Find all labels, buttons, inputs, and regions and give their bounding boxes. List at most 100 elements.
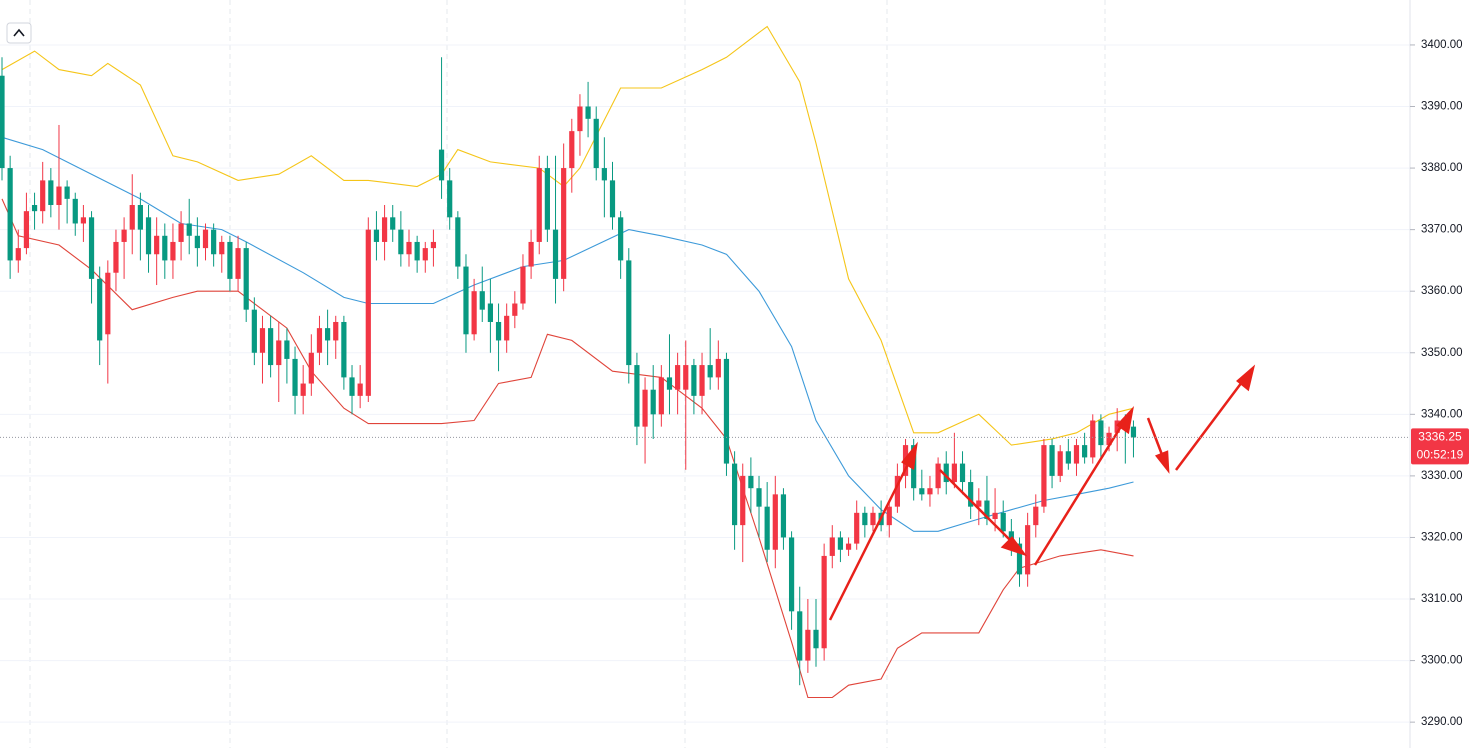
candle-body — [788, 537, 795, 612]
candle-body — [1049, 445, 1055, 476]
candle-body — [64, 186, 70, 199]
candle-body — [447, 180, 453, 218]
candle-body — [56, 186, 62, 206]
candle-body — [740, 475, 746, 526]
candle-body — [284, 340, 290, 359]
candle-body — [341, 321, 347, 378]
candle-body — [48, 180, 54, 206]
candle-body — [683, 365, 689, 390]
candle-body — [170, 241, 176, 261]
candle-body — [137, 205, 143, 230]
candle-body — [1000, 512, 1006, 532]
candle-body — [357, 383, 363, 396]
candle-body — [333, 321, 339, 341]
arrow-head — [1154, 450, 1170, 474]
candle-body — [40, 180, 46, 212]
candle-body — [984, 500, 990, 519]
candle-body — [495, 321, 502, 341]
candle-body — [381, 217, 388, 242]
chevron-icon — [13, 28, 25, 37]
candle-body — [919, 488, 925, 495]
candle-body — [97, 278, 103, 341]
band-line — [1, 198, 1134, 699]
candle-body — [7, 168, 13, 261]
candle-body — [121, 229, 127, 242]
candle-body — [276, 340, 282, 366]
arrow — [1033, 419, 1127, 566]
arrow-head — [1000, 536, 1028, 557]
y-tick-label: 3300.00 — [1421, 655, 1463, 667]
candle-body — [552, 229, 559, 279]
candle-body — [634, 365, 640, 427]
candle-body — [1041, 445, 1047, 507]
candle-body — [438, 149, 445, 181]
collapse-button[interactable] — [6, 22, 32, 44]
candle-body — [650, 389, 656, 415]
candle-body — [251, 309, 257, 353]
candle-body — [854, 512, 860, 544]
candle-body — [536, 168, 542, 242]
candle-body — [325, 328, 331, 341]
candle-body — [113, 241, 119, 273]
candle-body — [951, 463, 957, 483]
candle-body — [748, 475, 754, 489]
candle-body — [162, 235, 168, 261]
y-tick-label: 3310.00 — [1421, 593, 1463, 605]
y-tick-label: 3360.00 — [1421, 285, 1463, 297]
annotations — [828, 364, 1256, 621]
candle-body — [154, 235, 160, 255]
candle-body — [414, 241, 420, 261]
y-tick-label: 3290.00 — [1421, 716, 1463, 728]
candle-body — [487, 303, 493, 322]
candle-body — [837, 537, 844, 550]
candle-body — [1106, 432, 1112, 446]
candle-body — [504, 315, 510, 341]
candle-body — [561, 168, 567, 279]
candle-body — [365, 229, 371, 396]
candle-body — [715, 358, 721, 378]
y-tick-label: 3370.00 — [1421, 224, 1463, 236]
arrow-head — [901, 441, 918, 471]
candle-body — [992, 512, 998, 519]
price-label-box — [1411, 428, 1469, 465]
candle-body — [390, 217, 396, 230]
candle-body — [1065, 451, 1071, 464]
candle-body — [88, 217, 95, 279]
candle-body — [520, 266, 526, 304]
candle-body — [1073, 445, 1080, 464]
candle-body — [723, 358, 730, 464]
candle-body — [609, 180, 616, 218]
candle-body — [349, 377, 355, 396]
button[interactable] — [6, 22, 32, 44]
candle-body — [813, 629, 819, 649]
candle-body — [373, 229, 380, 242]
candle-body — [316, 328, 323, 353]
candle-body — [422, 248, 428, 261]
candle-body — [227, 241, 233, 279]
candle-body — [211, 229, 217, 255]
candle-body — [463, 266, 469, 335]
candle-body — [829, 537, 835, 556]
candle-body — [732, 463, 738, 526]
candle-body — [691, 365, 697, 396]
candle-body — [1130, 426, 1137, 438]
candle-body — [894, 475, 900, 507]
candle-body — [292, 358, 298, 396]
candle-body — [1090, 420, 1096, 458]
candle-body — [1033, 506, 1039, 526]
candle-body — [658, 377, 664, 415]
candle-body — [0, 75, 5, 169]
candle-body — [845, 543, 852, 550]
arrow-head — [1116, 406, 1134, 435]
candle-body — [479, 291, 485, 310]
candle-body — [471, 291, 477, 335]
candle-body — [569, 131, 575, 169]
candle-body — [764, 506, 770, 550]
candle-body — [618, 217, 624, 261]
band-line — [1, 25, 1134, 446]
candle-body — [80, 217, 86, 224]
candle-body — [72, 198, 78, 224]
candle-body — [259, 328, 266, 353]
candle-body — [862, 512, 868, 526]
